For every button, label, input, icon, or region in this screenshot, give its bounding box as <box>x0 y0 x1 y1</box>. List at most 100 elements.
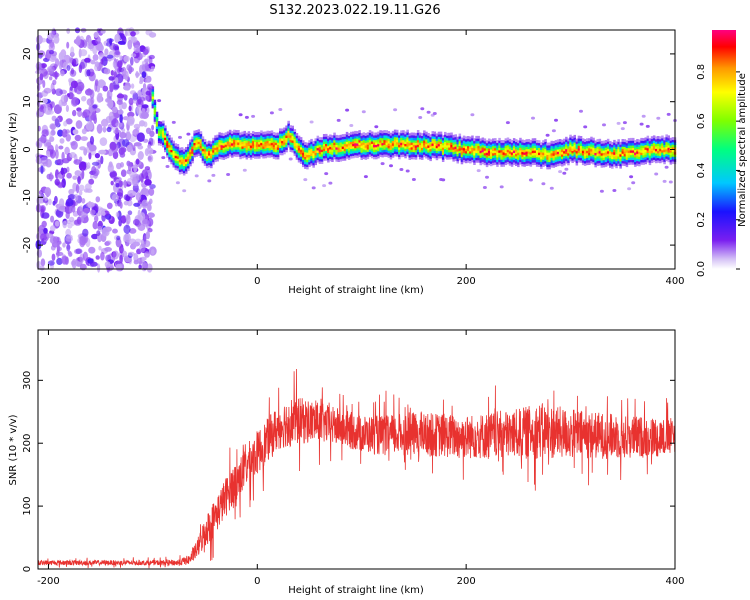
spectrogram-cell <box>663 151 666 155</box>
spectrogram-cell <box>133 164 138 173</box>
spectrogram-cell <box>586 157 589 161</box>
spectrogram-cell <box>335 154 338 157</box>
spectrogram-cell <box>425 131 428 135</box>
spectrogram-cell <box>600 150 604 154</box>
spectrogram-cell <box>629 149 633 153</box>
spectrogram-cell <box>339 144 343 148</box>
spectrogram-cell <box>650 155 654 159</box>
spectrogram-cell <box>37 125 41 132</box>
spectrogram-cell <box>141 218 150 227</box>
spectrogram-cell <box>88 178 95 185</box>
spectrogram-cell <box>519 157 522 160</box>
spectrogram-cell <box>241 131 244 135</box>
spectrogram-cell <box>548 147 551 151</box>
spectrogram-cell <box>281 140 284 144</box>
spectrogram-cell <box>625 147 629 151</box>
spectrogram-cell <box>155 128 159 132</box>
spectrogram-cell <box>665 139 668 143</box>
spectrogram-cell <box>562 171 567 175</box>
spectrogram-cell <box>527 139 531 142</box>
spectrogram-cell <box>525 153 528 157</box>
spectrogram-cell <box>500 154 503 158</box>
spectrogram-cell <box>322 184 327 188</box>
spectrogram-cell <box>575 143 579 147</box>
spectrogram-cell <box>439 148 443 152</box>
spectrogram-cell <box>187 165 190 169</box>
spectrogram-cell <box>535 142 539 146</box>
spectrogram-cell <box>266 142 269 146</box>
spectrogram-cell <box>621 153 624 157</box>
spectrogram-cell <box>231 135 234 139</box>
spectrogram-cell <box>396 151 399 155</box>
spectrogram-cell <box>617 139 620 143</box>
spectrogram-cell <box>592 161 595 165</box>
spectrogram-cell <box>172 155 175 158</box>
spectrogram-cell <box>205 158 209 161</box>
spectrogram-cell <box>247 152 251 156</box>
spectrogram-cell <box>216 149 219 152</box>
spectrogram-cell <box>454 143 457 147</box>
spectrogram-cell <box>270 130 274 134</box>
spectrogram-cell <box>170 161 173 165</box>
spectrogram-cell <box>237 146 240 150</box>
spectrogram-cell <box>523 159 526 162</box>
spectrogram-cell <box>450 134 453 138</box>
spectrogram-cell <box>490 156 493 159</box>
spectrogram-cell <box>504 150 508 154</box>
spectrogram-cell <box>391 142 395 146</box>
spectrogram-cell <box>72 175 78 180</box>
spectrogram-cell <box>212 156 215 160</box>
spectrogram-cell <box>316 135 320 139</box>
spectrogram-cell <box>308 144 311 148</box>
spectrogram-cell <box>299 146 303 150</box>
spectrogram-cell <box>272 144 276 147</box>
spectrogram-cell <box>75 184 80 194</box>
spectrogram-cell <box>118 180 123 188</box>
spectrogram-cell <box>421 135 424 139</box>
spectrogram-cell <box>331 144 334 148</box>
spectrogram-cell <box>542 152 545 156</box>
spectrogram-cell <box>569 141 572 145</box>
spectrogram-cell <box>347 145 351 148</box>
spectrogram-cell <box>75 120 83 129</box>
spectrogram-cell <box>439 136 443 140</box>
spectrogram-cell <box>533 157 537 161</box>
spectrogram-cell <box>571 155 574 159</box>
spectrogram-cell <box>567 152 570 156</box>
spectrogram-cell <box>629 175 634 179</box>
spectrogram-cell <box>475 143 478 146</box>
spectrogram-cell <box>500 156 503 160</box>
spectrogram-cell <box>92 54 99 61</box>
spectrogram-cell <box>352 131 355 135</box>
spectrogram-cell <box>245 156 249 160</box>
spectrogram-cell <box>333 146 336 150</box>
spectrogram-cell <box>671 161 675 164</box>
spectrogram-cell <box>377 138 380 142</box>
spectrogram-cell <box>433 138 437 142</box>
spectrogram-cell <box>228 148 232 152</box>
spectrogram-cell <box>592 152 595 155</box>
spectrogram-cell <box>421 154 424 158</box>
spectrogram-cell <box>569 151 572 155</box>
spectrogram-cell <box>575 157 579 161</box>
spectrogram-cell <box>84 57 91 63</box>
spectrogram-cell <box>270 149 274 153</box>
spectrogram-cell <box>646 140 650 144</box>
spectrogram-cell <box>544 153 547 157</box>
spectrogram-cell <box>583 148 587 152</box>
spectrogram-cell <box>366 132 370 136</box>
spectrogram-cell <box>70 68 75 75</box>
spectrogram-cell <box>64 146 70 155</box>
spectrogram-cell <box>256 141 259 145</box>
spectrogram-cell <box>254 132 257 135</box>
spectrogram-cell <box>195 134 198 138</box>
spectrogram-cell <box>218 144 221 148</box>
spectrogram-cell <box>625 140 629 144</box>
spectrogram-cell <box>414 149 418 153</box>
spectrogram-cell <box>54 70 58 80</box>
spectrogram-cell <box>231 142 234 146</box>
spectrogram-cell <box>638 141 641 145</box>
spectrogram-cell <box>164 137 167 141</box>
spectrogram-cell <box>115 263 122 272</box>
spectrogram-cell <box>652 149 656 153</box>
